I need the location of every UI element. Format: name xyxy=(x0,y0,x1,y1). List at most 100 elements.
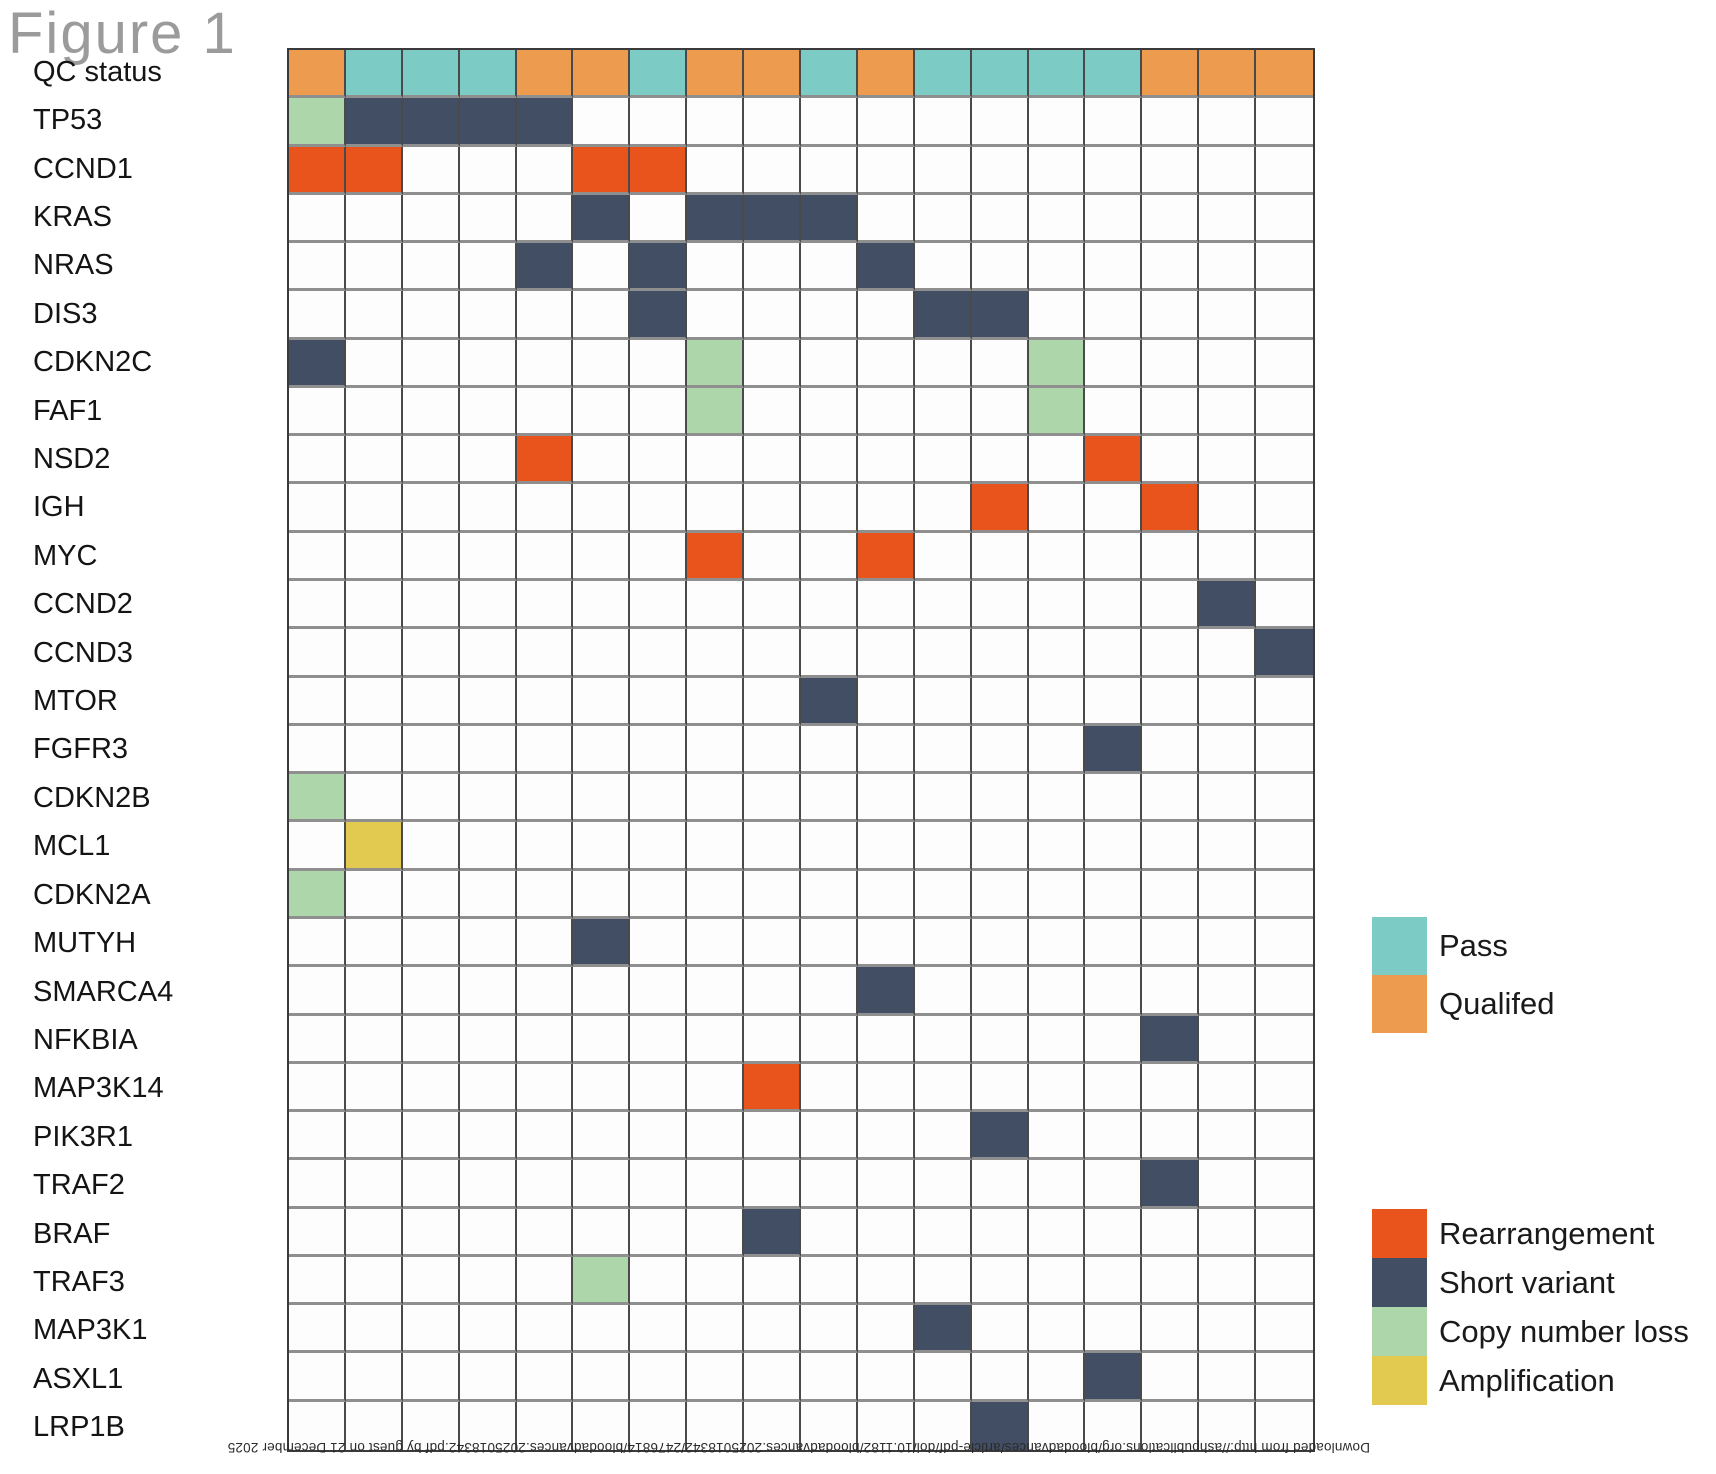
gene-label: NRAS xyxy=(33,249,114,282)
heatmap-cell xyxy=(914,1015,972,1064)
heatmap-cell xyxy=(1142,1305,1200,1354)
rearrangement-swatch xyxy=(1372,1209,1427,1258)
heatmap-cell xyxy=(573,1353,631,1402)
heatmap-cell xyxy=(971,774,1029,823)
heatmap-cell-short-variant xyxy=(971,291,1029,340)
heatmap-cell xyxy=(403,1401,460,1450)
heatmap-cell xyxy=(345,1112,403,1161)
heatmap-cell xyxy=(402,436,460,485)
heatmap-cell xyxy=(573,1112,631,1161)
heatmap-cell xyxy=(857,484,915,533)
heatmap-cell xyxy=(1142,1401,1200,1450)
heatmap-cell-qualifed xyxy=(687,50,745,99)
heatmap-cell xyxy=(1085,1015,1143,1064)
gene-label: DIS3 xyxy=(33,297,98,330)
heatmap-cell xyxy=(1256,1257,1313,1306)
heatmap-cell xyxy=(573,629,631,678)
heatmap-cell-pass xyxy=(459,50,517,99)
heatmap-cell xyxy=(801,243,858,292)
heatmap-cell xyxy=(630,1305,688,1354)
watermark-text: Downloaded from http://ashpublications.o… xyxy=(227,1440,1370,1455)
heatmap-cell xyxy=(801,146,858,195)
heatmap-cell xyxy=(630,436,688,485)
gene-label: BRAF xyxy=(33,1217,111,1250)
heatmap-cell xyxy=(459,1112,517,1161)
heatmap-cell xyxy=(402,532,460,582)
legend-label: Copy number loss xyxy=(1439,1313,1689,1349)
heatmap-cell xyxy=(1142,436,1200,485)
heatmap-cell xyxy=(744,339,801,388)
legend-label: Short variant xyxy=(1439,1264,1615,1300)
heatmap-cell xyxy=(630,1208,688,1257)
heatmap-cell xyxy=(744,1015,801,1064)
heatmap-cell xyxy=(1199,967,1257,1016)
heatmap-cell xyxy=(516,484,574,533)
heatmap-cell xyxy=(1085,1160,1143,1209)
heatmap-cell xyxy=(1142,677,1200,726)
heatmap-cell xyxy=(345,725,403,775)
heatmap-cell xyxy=(1256,726,1313,775)
heatmap-cell xyxy=(744,870,801,919)
heatmap-cell xyxy=(801,1063,858,1113)
heatmap-cell xyxy=(857,194,915,244)
heatmap-cell xyxy=(1085,98,1143,147)
legend-label: Rearrangement xyxy=(1439,1215,1655,1251)
heatmap-cell xyxy=(914,629,972,678)
heatmap-cell xyxy=(914,1256,972,1306)
heatmap-cell xyxy=(345,774,403,823)
heatmap-cell xyxy=(1028,1160,1086,1209)
heatmap-cell xyxy=(801,1112,858,1161)
qualifed-swatch xyxy=(1372,975,1427,1033)
heatmap-cell xyxy=(687,870,745,919)
heatmap-cell xyxy=(573,870,631,919)
heatmap-cell-pass xyxy=(801,50,858,99)
heatmap-cell xyxy=(914,725,972,775)
heatmap-cell xyxy=(1142,1063,1200,1113)
heatmap-cell xyxy=(744,291,801,340)
heatmap-cell xyxy=(1256,533,1313,582)
heatmap-cell xyxy=(687,629,745,678)
heatmap-cell xyxy=(801,629,858,678)
heatmap-cell xyxy=(402,146,460,195)
heatmap-cell-qualifed xyxy=(1256,50,1313,99)
heatmap-cell xyxy=(971,194,1029,244)
heatmap-cell xyxy=(1085,291,1143,340)
heatmap-cell-short-variant xyxy=(1142,1015,1200,1064)
qc-status-label: QC status xyxy=(33,55,162,88)
heatmap-cell xyxy=(460,1401,517,1450)
heatmap-cell xyxy=(914,1063,972,1113)
heatmap-cell xyxy=(1085,484,1143,533)
heatmap-cell xyxy=(573,484,631,533)
heatmap-cell xyxy=(1142,339,1200,388)
heatmap-cell xyxy=(687,1401,745,1450)
heatmap-cell xyxy=(801,436,858,485)
heatmap-cell-rearrangement xyxy=(289,146,346,195)
alteration-legend: Rearrangement Short variant Copy number lo… xyxy=(1372,1209,1689,1405)
heatmap-cell xyxy=(687,1208,745,1257)
heatmap-cell xyxy=(1085,581,1143,630)
heatmap-cell xyxy=(630,1015,688,1064)
heatmap-cell xyxy=(630,532,688,582)
heatmap-cell xyxy=(516,677,574,726)
heatmap-cell xyxy=(857,291,915,340)
heatmap-cell xyxy=(801,918,858,968)
heatmap-cell xyxy=(1199,1305,1257,1354)
heatmap-cell xyxy=(345,1063,403,1113)
heatmap-cell xyxy=(345,291,403,340)
heatmap-cell xyxy=(857,822,915,871)
heatmap-cell xyxy=(1199,339,1257,388)
heatmap-cell xyxy=(687,1112,745,1161)
heatmap-cell xyxy=(971,967,1029,1016)
heatmap-cell xyxy=(1142,532,1200,582)
heatmap-cell xyxy=(801,387,858,437)
heatmap-cell xyxy=(971,870,1029,919)
heatmap-cell xyxy=(1029,1401,1086,1450)
heatmap-cell xyxy=(687,1015,745,1064)
gene-label: MYC xyxy=(33,539,98,572)
heatmap-cell xyxy=(801,1256,858,1306)
heatmap-cell xyxy=(459,532,517,582)
heatmap-cell xyxy=(516,1208,574,1257)
heatmap-cell xyxy=(345,339,403,388)
gene-label: CDKN2A xyxy=(33,878,151,911)
heatmap-cell xyxy=(402,629,460,678)
